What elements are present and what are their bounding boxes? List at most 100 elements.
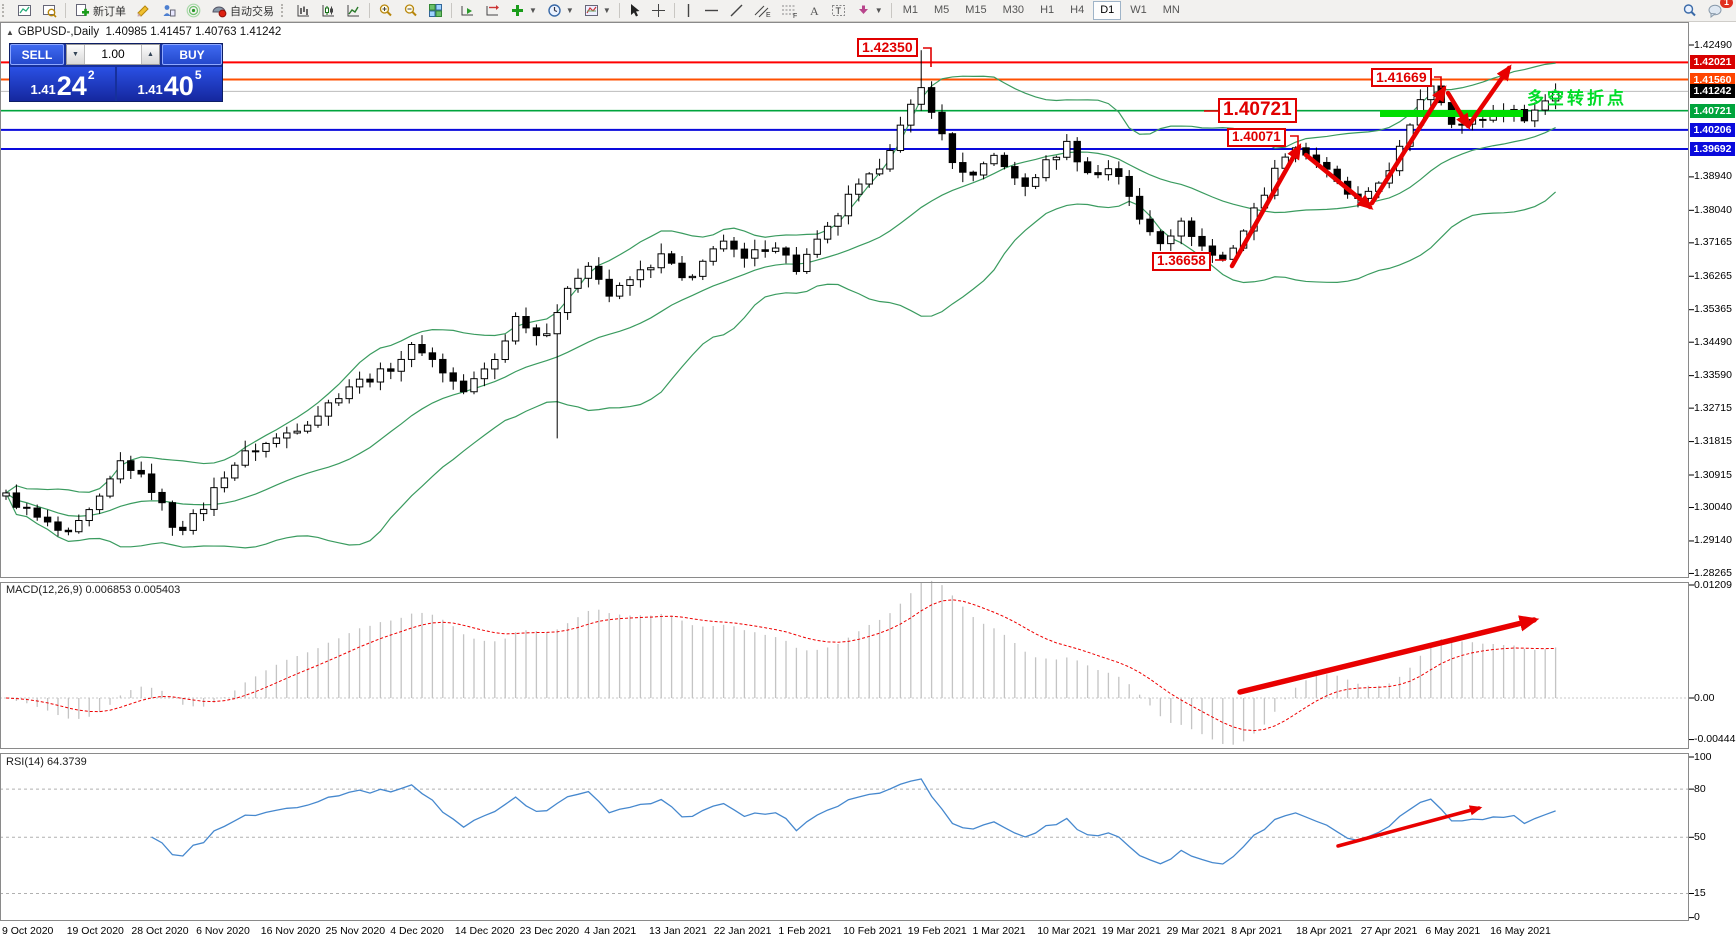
chart-shift-button[interactable]	[480, 0, 505, 21]
sell-price[interactable]: 1.41 24 2	[10, 67, 115, 101]
metaeditor-icon	[137, 5, 149, 17]
price-badge: 1.40721	[1690, 103, 1735, 118]
zoom-in-icon	[379, 4, 392, 17]
timeframe-w1[interactable]: W1	[1130, 4, 1147, 16]
timeframe-d1[interactable]: D1	[1093, 1, 1122, 20]
date-tick: 27 Apr 2021	[1360, 925, 1418, 937]
price-tick: 1.31815	[1694, 435, 1732, 448]
price-tick: 1.38040	[1694, 203, 1732, 216]
price-label[interactable]: 1.41669	[1371, 68, 1432, 88]
new-chart-button[interactable]	[12, 0, 37, 21]
date-tick: 1 Feb 2021	[778, 925, 832, 937]
equidistant-channel-button[interactable]: E	[749, 0, 776, 21]
timeframe-h4[interactable]: H4	[1070, 4, 1085, 16]
price-label[interactable]: 1.40071	[1227, 128, 1286, 147]
autotrading-button[interactable]: 自动交易	[206, 0, 279, 21]
price-label[interactable]: 1.40721	[1218, 98, 1297, 123]
arrows-icon	[858, 5, 868, 14]
date-tick: 19 Feb 2021	[907, 925, 967, 937]
date-tick: 8 Apr 2021	[1231, 925, 1283, 937]
sell-price-small: 1.41	[30, 82, 56, 97]
fibonacci-button[interactable]: F	[776, 0, 803, 21]
date-tick: 29 Mar 2021	[1166, 925, 1226, 937]
cursor-button[interactable]	[623, 0, 646, 21]
line-chart-button[interactable]	[341, 0, 366, 21]
sell-button[interactable]: SELL	[10, 44, 64, 65]
price-label[interactable]: 1.36658	[1152, 252, 1211, 271]
price-tick: 1.30040	[1694, 501, 1732, 514]
text-icon: A	[810, 4, 819, 18]
price-tick: 1.38940	[1694, 170, 1732, 183]
date-tick: 28 Oct 2020	[131, 925, 189, 937]
date-tick: 13 Jan 2021	[649, 925, 707, 937]
sell-price-big: 24	[56, 71, 87, 101]
svg-text:F: F	[793, 13, 797, 18]
date-tick: 19 Mar 2021	[1101, 925, 1161, 937]
zoom-out-button[interactable]	[398, 0, 423, 21]
buy-price[interactable]: 1.41 40 5	[117, 67, 222, 101]
timeframe-h1[interactable]: H1	[1040, 4, 1055, 16]
horizontal-line-button[interactable]	[699, 0, 724, 21]
price-badge: 1.41242	[1690, 84, 1735, 99]
horizontal-line-icon	[704, 9, 718, 12]
macd-label: MACD(12,26,9) 0.006853 0.005403	[6, 584, 181, 596]
signals-button[interactable]	[181, 0, 206, 21]
symbol-name: GBPUSD-,Daily	[17, 26, 100, 38]
vertical-line-button[interactable]	[678, 0, 699, 21]
arrows-button[interactable]: ▼	[851, 0, 888, 21]
new-order-button[interactable]: 新订单	[69, 0, 131, 21]
one-click-trading-panel: SELL ▼ ▲ BUY 1.41 24 2 1.41 40 5	[10, 44, 222, 101]
macd-tick: 0.00	[1694, 691, 1715, 704]
timeframe-m15[interactable]: M15	[965, 4, 987, 16]
timeframe-m5[interactable]: M5	[933, 4, 950, 16]
collapse-arrow-icon[interactable]: ▲	[6, 28, 14, 37]
crosshair-button[interactable]	[646, 0, 671, 21]
profiles-icon	[43, 5, 57, 18]
price-label[interactable]: 1.42350	[857, 38, 918, 58]
bar-chart-button[interactable]	[291, 0, 316, 21]
profiles-button[interactable]	[37, 0, 62, 21]
search-button[interactable]	[1677, 0, 1702, 21]
tile-windows-button[interactable]	[423, 0, 448, 21]
macd-tick: 0.01209	[1694, 578, 1732, 591]
volume-input[interactable]	[85, 45, 141, 64]
date-tick: 16 May 2021	[1490, 925, 1551, 937]
candlestick-chart-button[interactable]	[316, 0, 341, 21]
timeframe-m30[interactable]: M30	[1002, 4, 1025, 16]
text-label-button[interactable]: T	[826, 0, 851, 21]
volume-increase-button[interactable]: ▲	[141, 45, 159, 64]
zoom-in-button[interactable]	[373, 0, 398, 21]
metaeditor-button[interactable]	[131, 0, 156, 21]
price-badge: 1.41560	[1690, 72, 1735, 87]
auto-scroll-button[interactable]	[455, 0, 480, 21]
trendline-icon	[730, 4, 743, 17]
fibonacci-icon: F	[781, 5, 797, 18]
timeframe-m1[interactable]: M1	[902, 4, 918, 16]
price-tick: 1.28265	[1694, 566, 1732, 579]
sell-price-sup: 2	[87, 68, 95, 82]
chat-button[interactable]: 1	[1702, 0, 1733, 21]
indicators-button[interactable]: ▼	[505, 0, 542, 21]
rsi-tick: 80	[1694, 782, 1706, 795]
toolbar-grip	[2, 4, 8, 17]
date-tick: 23 Dec 2020	[519, 925, 580, 937]
line-chart-icon	[347, 5, 359, 17]
svg-text:T: T	[835, 6, 841, 16]
trendline-button[interactable]	[724, 0, 749, 21]
periods-button[interactable]: ▼	[542, 0, 579, 21]
text-button[interactable]: A	[803, 0, 826, 21]
date-tick: 19 Oct 2020	[66, 925, 124, 937]
indicators-icon	[512, 5, 523, 16]
toolbar-grip	[281, 4, 287, 17]
strategy-tester-button[interactable]	[156, 0, 181, 21]
templates-button[interactable]: ▼	[579, 0, 616, 21]
volume-decrease-button[interactable]: ▼	[67, 45, 85, 64]
buy-price-big: 40	[163, 71, 194, 101]
buy-button[interactable]: BUY	[162, 44, 222, 65]
rsi-label: RSI(14) 64.3739	[6, 756, 87, 768]
timeframe-mn[interactable]: MN	[1162, 4, 1180, 16]
turning-point-note[interactable]: 多空转折点	[1527, 89, 1627, 108]
crosshair-icon	[651, 4, 665, 17]
rsi-tick: 15	[1694, 887, 1706, 899]
